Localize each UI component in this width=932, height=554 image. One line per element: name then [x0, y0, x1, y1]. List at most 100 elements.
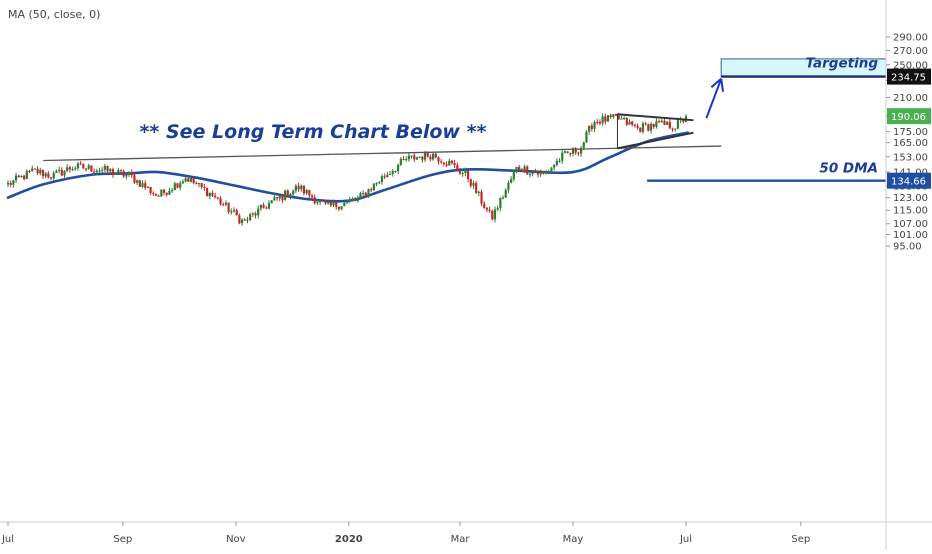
- candle-body: [340, 206, 343, 210]
- candle: [329, 200, 332, 208]
- candle-body: [440, 161, 443, 163]
- candle: [144, 180, 147, 191]
- candle-body: [617, 115, 620, 120]
- candle-body: [674, 128, 677, 130]
- candle: [649, 122, 653, 134]
- targeting-label: Targeting: [805, 56, 878, 72]
- candle: [609, 113, 612, 119]
- candle-body: [9, 182, 12, 185]
- candle: [222, 202, 225, 207]
- candle: [362, 190, 365, 197]
- candle-body: [66, 167, 69, 171]
- candle: [606, 115, 610, 122]
- candle-body: [631, 121, 634, 125]
- candle: [224, 200, 228, 207]
- candle: [448, 158, 451, 166]
- candle: [563, 150, 567, 154]
- candle: [179, 180, 182, 191]
- price-badge-bg: [887, 68, 931, 85]
- candle-body: [571, 148, 575, 154]
- candle: [405, 156, 408, 162]
- candle-body: [222, 204, 225, 206]
- candle: [327, 201, 330, 205]
- candle: [171, 187, 174, 194]
- x-tick-label: 2020: [335, 534, 363, 545]
- candle: [138, 180, 141, 187]
- candle: [17, 174, 20, 178]
- candle: [340, 206, 343, 211]
- candle-body: [431, 153, 435, 160]
- candle-body: [544, 171, 548, 174]
- candle-body: [413, 155, 416, 160]
- candle-body: [181, 181, 184, 184]
- candle: [639, 127, 642, 133]
- candle-body: [553, 164, 556, 168]
- candle-body: [17, 175, 20, 178]
- candle: [335, 202, 338, 210]
- y-tick-label: 250.00: [893, 60, 928, 71]
- candle: [380, 174, 384, 185]
- candle: [491, 209, 494, 221]
- candle-body: [671, 128, 674, 130]
- candle-body: [647, 124, 650, 131]
- candle: [399, 156, 402, 166]
- candle: [434, 152, 437, 159]
- headline-annotation: ** See Long Term Chart Below **: [140, 121, 487, 143]
- candle-body: [157, 195, 160, 197]
- candle-body: [103, 165, 106, 170]
- candle: [154, 193, 158, 197]
- candle: [566, 151, 569, 154]
- candle: [604, 113, 607, 125]
- candle-body: [87, 165, 90, 169]
- candle: [671, 127, 674, 132]
- candle-body: [442, 162, 445, 165]
- candle: [488, 206, 491, 213]
- candle: [157, 194, 160, 197]
- candle-body: [125, 174, 128, 177]
- candle: [254, 211, 257, 219]
- candle: [394, 170, 397, 174]
- candle-body: [601, 116, 604, 124]
- candle-body: [160, 189, 163, 197]
- candle: [41, 169, 45, 179]
- candle-body: [523, 166, 526, 172]
- candle-body: [71, 169, 74, 171]
- candle: [246, 216, 249, 224]
- candle: [313, 194, 316, 205]
- candle: [36, 166, 39, 176]
- candle: [652, 123, 655, 129]
- candle-body: [364, 192, 367, 196]
- candle: [415, 156, 419, 160]
- candle: [146, 186, 150, 189]
- candle-body: [101, 169, 104, 171]
- y-tick-label: 290.00: [893, 33, 928, 44]
- candle: [569, 152, 572, 157]
- candle-body: [682, 119, 685, 122]
- candle: [23, 174, 26, 181]
- candle-body: [119, 169, 123, 172]
- candle-body: [472, 183, 475, 186]
- candle: [397, 163, 400, 175]
- candle-body: [324, 201, 327, 204]
- candle-body: [200, 183, 203, 188]
- candle: [453, 159, 456, 169]
- candle: [211, 190, 214, 198]
- price-badge-label: 190.06: [891, 112, 926, 123]
- candle: [383, 173, 386, 180]
- candle-body: [316, 202, 319, 204]
- candle: [485, 206, 489, 213]
- candle: [270, 200, 273, 204]
- candle: [553, 164, 556, 171]
- candle-body: [477, 191, 480, 193]
- candle: [472, 180, 475, 189]
- candle-body: [652, 123, 655, 127]
- candle-body: [496, 208, 499, 210]
- candle: [496, 205, 499, 212]
- candle-body: [149, 186, 152, 194]
- candle-body: [434, 153, 437, 158]
- candle-body: [641, 123, 645, 132]
- candle: [477, 190, 480, 197]
- candle-body: [318, 200, 322, 203]
